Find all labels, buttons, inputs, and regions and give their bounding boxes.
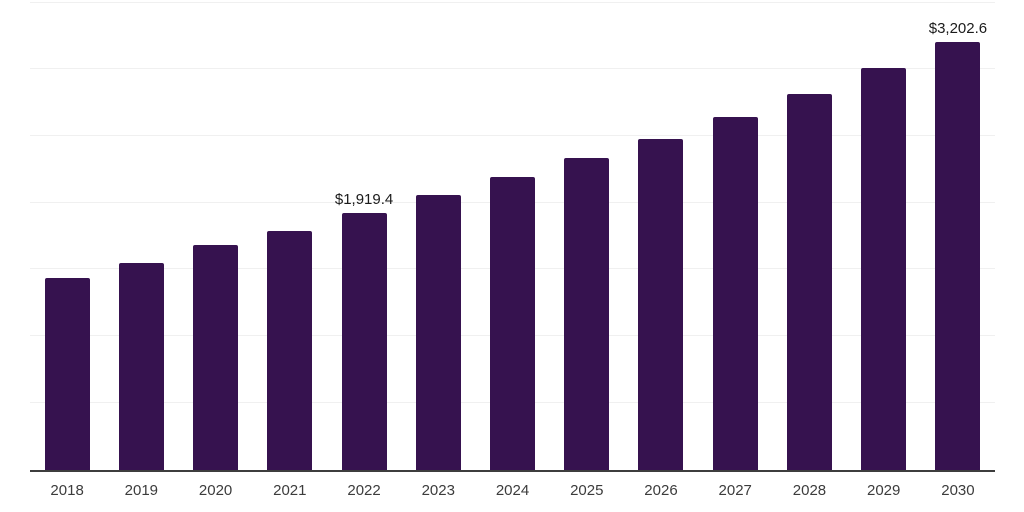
x-tick-2023: 2023 xyxy=(421,482,455,499)
data-label-2022: $1,919.4 xyxy=(334,191,394,209)
x-axis-labels: 2018 2019 2020 2021 2022 2023 2024 2025 2026 2027… xyxy=(30,480,995,502)
bar-2018[interactable] xyxy=(44,277,90,470)
bar-slot-2018 xyxy=(30,2,104,470)
x-tick-2018: 2018 xyxy=(50,482,84,499)
bar-2020[interactable] xyxy=(193,245,239,470)
bar-slot-2027 xyxy=(698,2,772,470)
bar-slot-2029 xyxy=(847,2,921,470)
bar-2019[interactable] xyxy=(118,262,164,470)
gridline-3500 xyxy=(30,2,995,3)
x-tick-2021: 2021 xyxy=(273,482,307,499)
plot-area: $1,919.4 $3,202.6 xyxy=(30,2,995,472)
x-tick-2024: 2024 xyxy=(495,482,530,499)
bar-slot-2022: $1,919.4 xyxy=(327,2,401,470)
bar-2028[interactable] xyxy=(786,93,832,470)
gridline-2500 xyxy=(30,134,995,136)
bar-2024[interactable] xyxy=(490,177,536,470)
bar-2027[interactable] xyxy=(712,116,758,470)
bar-slot-2021 xyxy=(253,2,327,470)
bar-2030[interactable] xyxy=(935,41,981,470)
bar-slot-2020 xyxy=(178,2,252,470)
bar-slot-2028 xyxy=(772,2,846,470)
x-tick-2019: 2019 xyxy=(124,482,159,499)
bar-slot-2026 xyxy=(624,2,698,470)
x-tick-2022: 2022 xyxy=(347,482,381,499)
bar-slot-2024 xyxy=(475,2,549,470)
bar-2029[interactable] xyxy=(861,67,907,470)
x-tick-2025: 2025 xyxy=(570,482,604,499)
bar-slot-2023 xyxy=(401,2,475,470)
gridline-3000 xyxy=(30,67,995,69)
x-tick-2026: 2026 xyxy=(644,482,678,499)
x-tick-2027: 2027 xyxy=(718,482,752,499)
x-tick-2020: 2020 xyxy=(198,482,233,499)
bar-2025[interactable] xyxy=(564,158,610,470)
x-tick-2029: 2029 xyxy=(867,482,901,499)
bar-slot-2030: $3,202.6 xyxy=(921,2,995,470)
bar-2023[interactable] xyxy=(415,195,461,470)
x-tick-2030: 2030 xyxy=(941,482,975,499)
bar-slot-2025 xyxy=(550,2,624,470)
data-label-2030: $3,202.6 xyxy=(928,19,988,37)
x-tick-2028: 2028 xyxy=(792,482,827,499)
bars-container: $1,919.4 $3,202.6 xyxy=(30,2,995,470)
bar-slot-2019 xyxy=(104,2,178,470)
bar-2021[interactable] xyxy=(267,230,313,470)
bar-2022[interactable] xyxy=(341,213,387,470)
bar-2026[interactable] xyxy=(638,138,684,470)
